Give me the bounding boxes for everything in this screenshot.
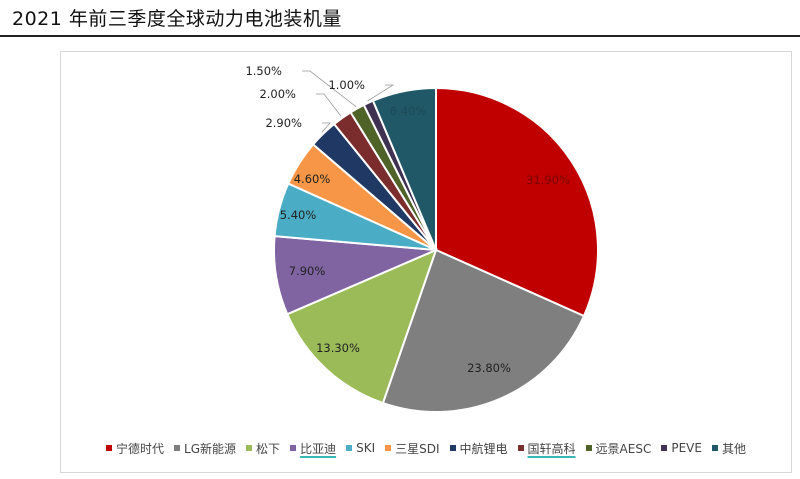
legend-label-10: 其他 xyxy=(721,441,746,456)
legend-swatch-3 xyxy=(290,445,297,451)
label-leader-line-7 xyxy=(316,93,342,117)
legend-label-9: PEVE xyxy=(671,441,702,455)
legend-label-0: 宁德时代 xyxy=(116,441,165,456)
legend-label-1: LG新能源 xyxy=(184,441,237,456)
page-title: 2021 年前三季度全球动力电池装机量 xyxy=(12,8,342,30)
legend-item-9: PEVE xyxy=(661,441,702,455)
legend-swatch-2 xyxy=(246,445,253,451)
data-label-2: 13.30% xyxy=(316,341,360,355)
data-label-8: 1.50% xyxy=(245,64,282,78)
data-label-3: 7.90% xyxy=(289,264,326,278)
data-label-6: 2.90% xyxy=(265,116,302,130)
legend-swatch-5 xyxy=(385,445,392,451)
pie-slice-10 xyxy=(371,86,437,251)
legend-swatch-6 xyxy=(449,445,456,451)
label-leader-line-9 xyxy=(367,84,395,102)
data-label-0: 31.90% xyxy=(526,173,570,187)
legend-swatch-7 xyxy=(517,445,524,451)
legend-label-8: 远景AESC xyxy=(595,441,652,456)
data-label-5: 4.60% xyxy=(294,172,331,186)
label-leader-line-8 xyxy=(302,70,357,108)
legend-label-3: 比亚迪 xyxy=(300,441,337,456)
legend-swatch-4 xyxy=(346,445,353,451)
legend-label-2: 松下 xyxy=(256,441,281,456)
legend-label-6: 中航锂电 xyxy=(459,441,508,456)
legend-label-5: 三星SDI xyxy=(395,441,440,456)
legend-swatch-8 xyxy=(585,445,592,451)
pie-slice-1 xyxy=(381,248,586,413)
legend-item-7: 国轩高科 xyxy=(517,440,576,457)
legend-label-4: SKI xyxy=(356,441,376,455)
legend-swatch-9 xyxy=(661,445,668,451)
data-label-1: 23.80% xyxy=(467,361,511,375)
pie-slice-2 xyxy=(285,248,438,405)
legend-item-2: 松下 xyxy=(246,440,280,457)
legend-swatch-0 xyxy=(106,445,113,451)
pie-slice-0 xyxy=(435,86,599,318)
legend-item-0: 宁德时代 xyxy=(106,440,164,457)
chart-legend: 宁德时代 LG新能源 松下 比亚迪 SKI 三星SDI 中航锂电 国轩高科 远景AESC PEVE… xyxy=(60,437,792,459)
data-label-9: 1.00% xyxy=(328,78,365,92)
legend-item-6: 中航锂电 xyxy=(449,440,508,457)
data-label-7: 2.00% xyxy=(259,87,296,101)
legend-item-1: LG新能源 xyxy=(174,440,236,457)
legend-swatch-10 xyxy=(711,445,718,451)
legend-swatch-1 xyxy=(174,445,181,451)
legend-item-8: 远景AESC xyxy=(585,440,652,457)
label-leader-line-6 xyxy=(321,122,331,133)
legend-item-3: 比亚迪 xyxy=(290,440,336,457)
data-label-4: 5.40% xyxy=(280,208,317,222)
legend-item-4: SKI xyxy=(346,441,375,455)
legend-label-7: 国轩高科 xyxy=(527,441,576,456)
legend-item-5: 三星SDI xyxy=(385,440,440,457)
legend-item-10: 其他 xyxy=(711,440,746,457)
data-label-10: 6.40% xyxy=(390,104,427,118)
title-divider xyxy=(0,35,800,37)
